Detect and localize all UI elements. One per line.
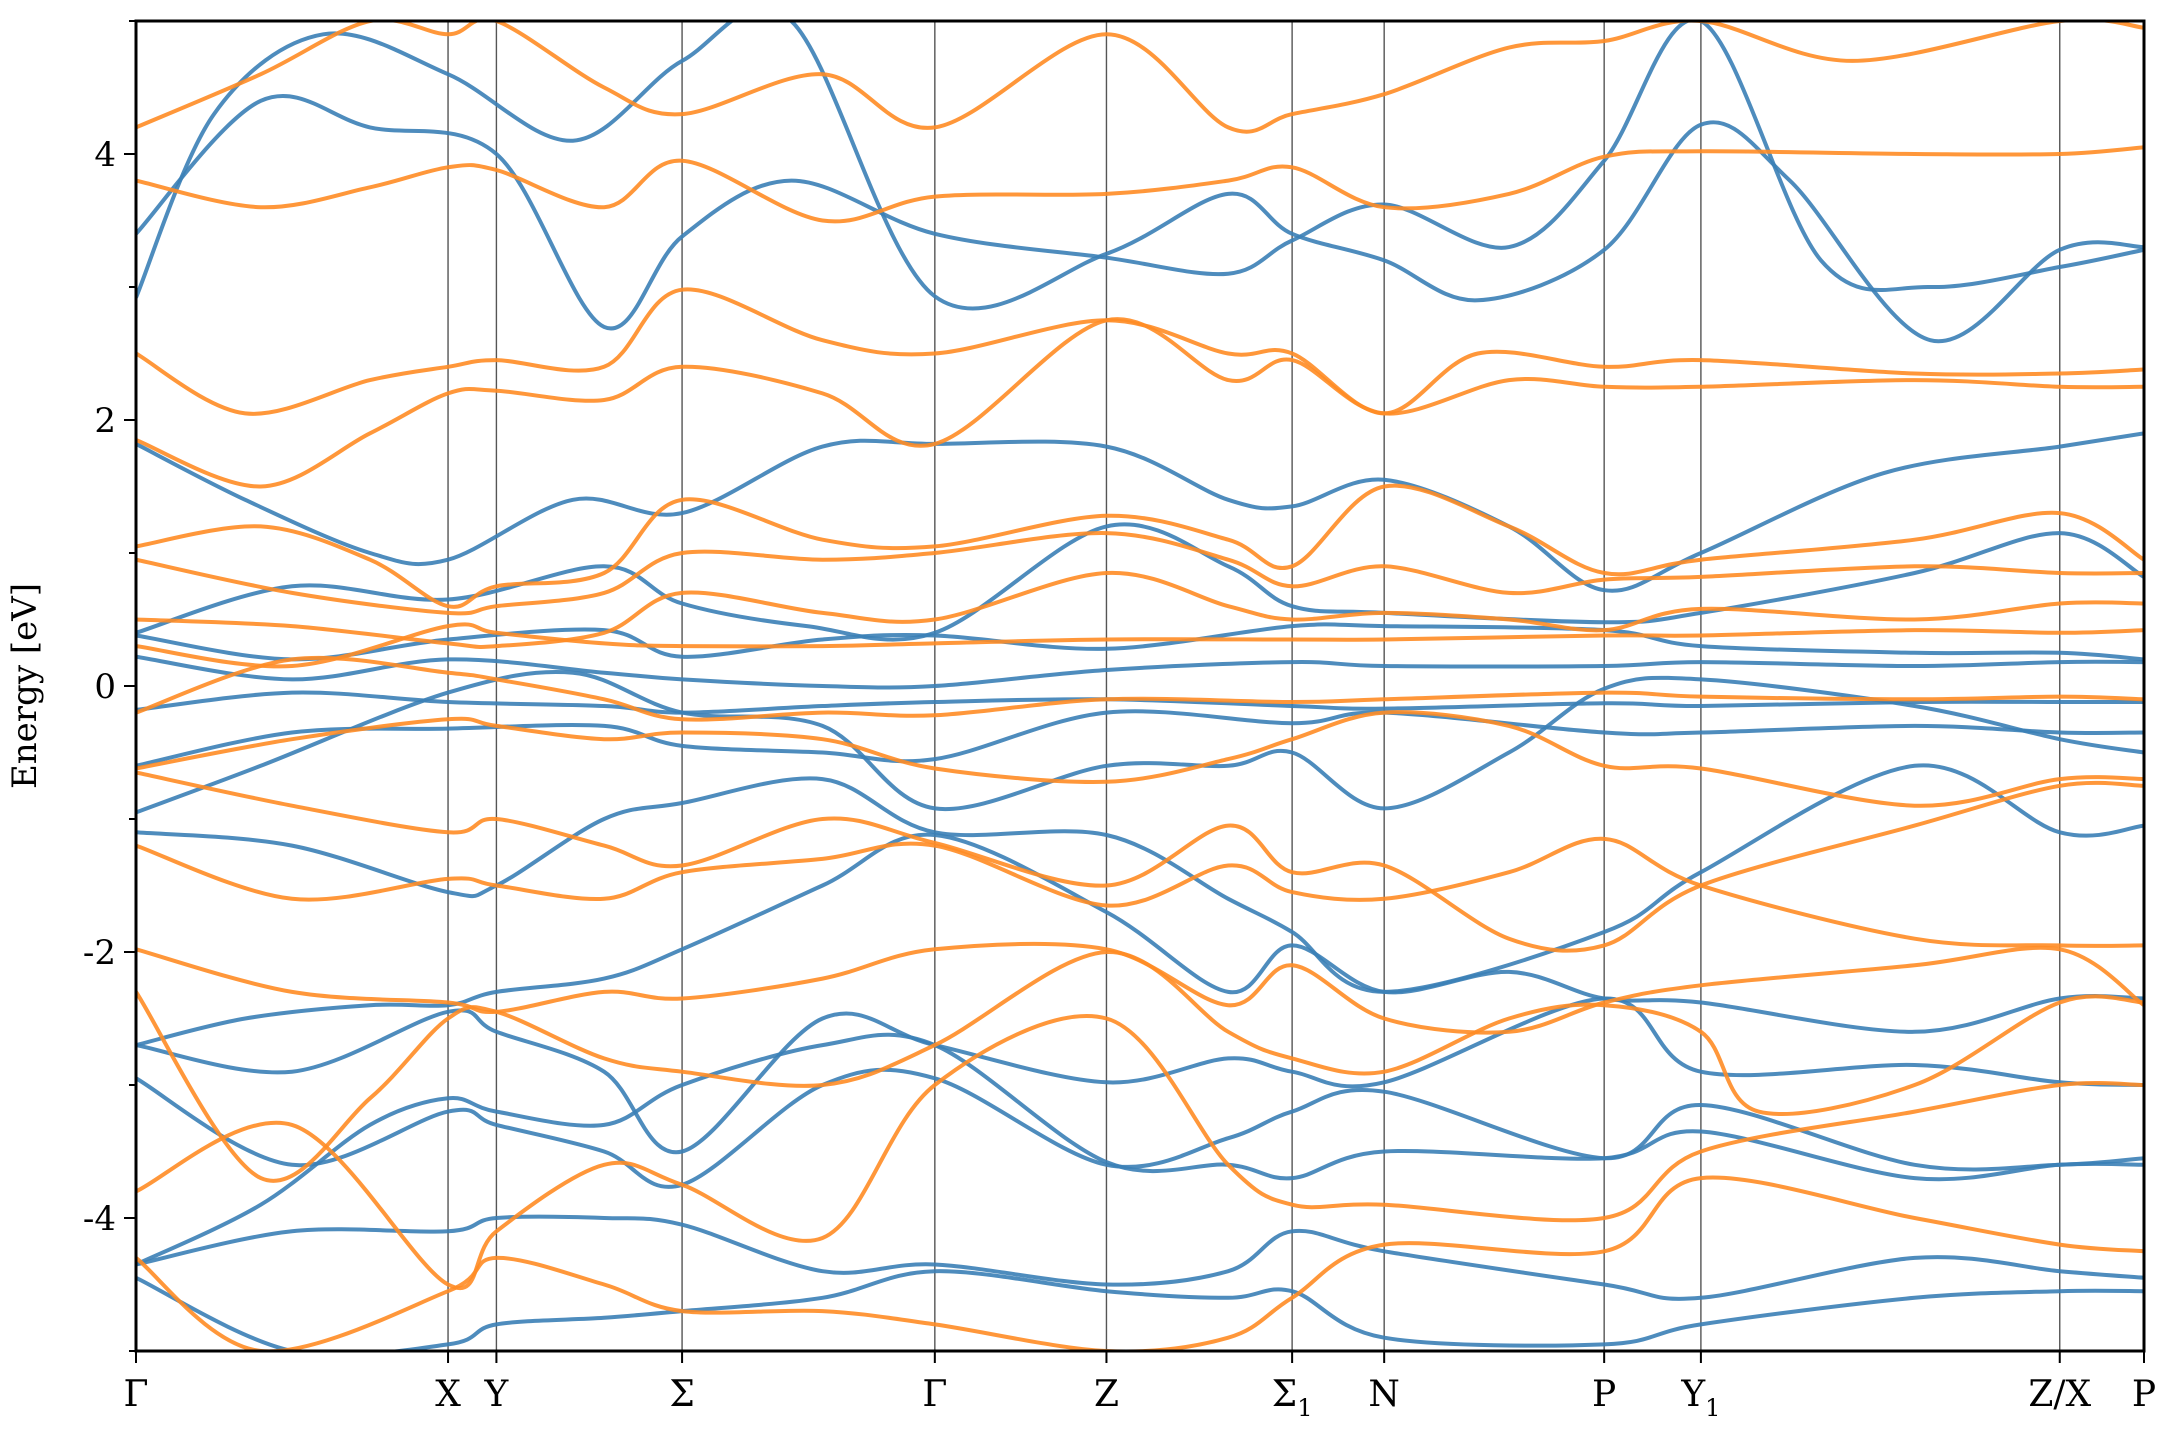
band-line-series-0 — [136, 996, 2144, 1155]
x-tick-label: P — [1592, 1374, 1616, 1415]
y-tick-label: 4 — [94, 135, 116, 175]
band-line-series-1 — [136, 836, 2144, 948]
x-tick-label: X — [435, 1374, 461, 1415]
band-line-series-1 — [136, 21, 2144, 134]
band-line-series-1 — [136, 949, 2144, 1183]
band-line-series-0 — [136, 654, 2144, 690]
band-line-series-0 — [136, 522, 2144, 642]
x-tick-label: Z/X — [2028, 1374, 2091, 1415]
x-tick-label: N — [1368, 1374, 1400, 1415]
band-line-series-0 — [136, 1269, 2144, 1351]
band-line-series-1 — [136, 655, 2144, 722]
y-axis-label: Energy [eV] — [5, 583, 45, 789]
band-line-series-1 — [136, 570, 2144, 649]
band-line-series-1 — [136, 287, 2144, 416]
x-axis-ticks: Γ X Y Σ Γ Z Σ1 N P Y1 Z/X P — [124, 1351, 2156, 1422]
band-line-series-1 — [136, 483, 2144, 609]
band-line-series-1 — [136, 145, 2144, 224]
band-line-series-1 — [136, 622, 2144, 669]
band-line-series-0 — [136, 1067, 2144, 1189]
x-tick-label: Γ — [124, 1374, 149, 1415]
band-line-series-1 — [136, 941, 2144, 1035]
y-tick-label: 2 — [94, 401, 116, 441]
x-tick-label: P — [2132, 1374, 2156, 1415]
x-tick-label: Σ1 — [1272, 1374, 1313, 1422]
band-line-series-0 — [136, 763, 2144, 994]
band-line-series-0 — [136, 622, 2144, 662]
y-tick-label: -2 — [83, 933, 116, 973]
x-tick-label: Y — [484, 1374, 510, 1415]
high-symmetry-lines — [447, 21, 2061, 1351]
x-tick-label: Y1 — [1680, 1374, 1720, 1422]
band-line-series-1 — [136, 317, 2144, 489]
y-tick-label: -4 — [83, 1199, 116, 1239]
band-line-series-1 — [136, 770, 2144, 953]
band-line-series-0 — [136, 1214, 2144, 1301]
plot-frame — [134, 19, 2146, 1353]
band-line-series-1 — [136, 1175, 2144, 1351]
band-line-series-1 — [136, 531, 2144, 616]
band-line-series-1 — [136, 710, 2144, 808]
x-tick-label: Γ — [922, 1374, 947, 1415]
y-axis-ticks: -4 -2 0 2 4 — [83, 20, 136, 1352]
band-line-series-0 — [136, 669, 2144, 815]
x-tick-label: Z — [1094, 1374, 1119, 1415]
y-tick-label: 0 — [94, 667, 116, 707]
band-line-series-0 — [136, 21, 2144, 331]
band-lines — [136, 21, 2144, 1351]
x-tick-label: Σ — [669, 1374, 694, 1415]
band-line-series-0 — [136, 709, 2144, 768]
band-line-series-0 — [136, 1032, 2144, 1267]
band-line-series-1 — [136, 1014, 2144, 1291]
band-line-series-0 — [136, 431, 2144, 593]
band-line-series-0 — [136, 21, 2144, 344]
